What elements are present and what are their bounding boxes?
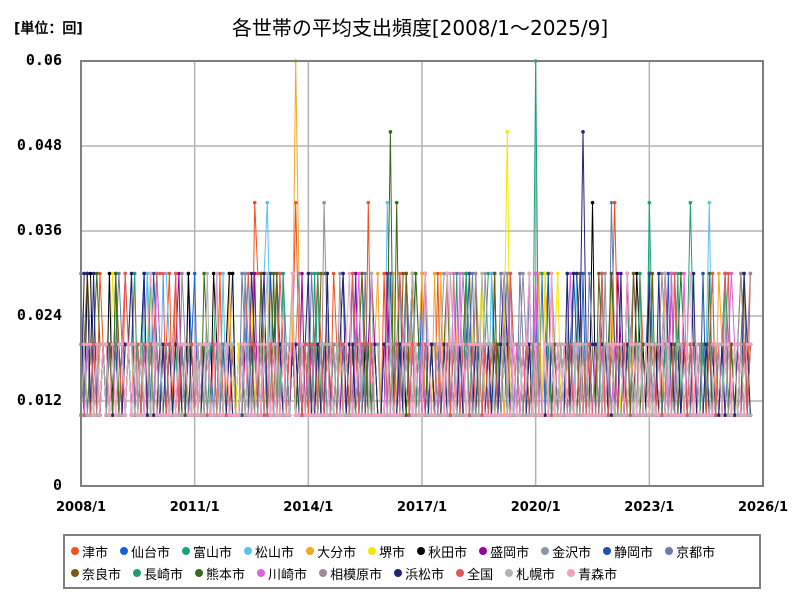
legend-marker-icon <box>456 569 465 577</box>
x-tick-label: 2023/1 <box>624 500 675 515</box>
legend-label: 熊本市 <box>206 567 246 583</box>
legend-label: 浜松市 <box>405 567 445 583</box>
legend-item: 大分市 <box>306 542 356 561</box>
legend-item: 金沢市 <box>541 542 591 561</box>
legend-label: 全国 <box>467 567 494 583</box>
legend-marker-icon <box>479 547 488 555</box>
legend-label: 秋田市 <box>428 545 468 561</box>
y-tick-label: 0.06 <box>25 51 62 69</box>
legend-marker-icon <box>417 547 426 555</box>
legend-label: 津市 <box>82 545 109 561</box>
legend-label: 盛岡市 <box>490 545 530 561</box>
legend-marker-icon <box>182 547 191 555</box>
legend-item: 熊本市 <box>195 564 245 583</box>
y-tick-label: 0.024 <box>16 306 62 324</box>
legend-marker-icon <box>394 569 403 577</box>
unit-label: [単位：回] <box>14 21 83 37</box>
legend-item: 津市 <box>71 542 108 561</box>
legend-item: 札幌市 <box>505 564 555 583</box>
legend-item: 川崎市 <box>257 564 307 583</box>
legend-item: 松山市 <box>244 542 294 561</box>
legend-marker-icon <box>257 569 266 577</box>
x-tick-label: 2020/1 <box>510 500 561 515</box>
legend-label: 川崎市 <box>268 567 308 583</box>
legend-label: 札幌市 <box>516 567 556 583</box>
legend-label: 静岡市 <box>614 545 654 561</box>
legend-row: 津市 仙台市 富山市 松山市 大分市 堺市 秋田市 盛岡市 金沢市 静岡市 京都市 <box>71 540 759 562</box>
chart-title: 各世帯の平均支出頻度[2008/1～2025/9] <box>231 16 609 40</box>
legend-item: 京都市 <box>665 542 715 561</box>
legend-label: 奈良市 <box>82 567 122 583</box>
legend-item: 静岡市 <box>603 542 653 561</box>
y-tick-label: 0.048 <box>16 136 62 154</box>
legend-row: 奈良市 長崎市 熊本市 川崎市 相模原市 浜松市 全国 札幌市 青森市 <box>71 562 759 584</box>
x-tick-label: 2008/1 <box>56 500 106 515</box>
legend-item: 青森市 <box>567 564 617 583</box>
legend-marker-icon <box>319 569 328 577</box>
y-tick-label: 0 <box>52 476 62 494</box>
y-tick-label: 0.012 <box>16 391 62 409</box>
x-tick-label: 2014/1 <box>283 500 334 515</box>
legend-item: 仙台市 <box>120 542 170 561</box>
legend-item: 堺市 <box>368 542 405 561</box>
legend-marker-icon <box>541 547 550 555</box>
legend-marker-icon <box>244 547 253 555</box>
legend-item: 盛岡市 <box>479 542 529 561</box>
legend-marker-icon <box>368 547 377 555</box>
legend-marker-icon <box>133 569 142 577</box>
legend-label: 青森市 <box>578 567 618 583</box>
legend-marker-icon <box>603 547 612 555</box>
legend-item: 全国 <box>456 564 493 583</box>
legend-marker-icon <box>306 547 315 555</box>
legend-label: 仙台市 <box>131 545 171 561</box>
legend-marker-icon <box>567 569 576 577</box>
legend-marker-icon <box>71 569 79 577</box>
legend-item: 浜松市 <box>394 564 444 583</box>
legend-marker-icon <box>120 547 129 555</box>
legend-item: 長崎市 <box>133 564 183 583</box>
legend-label: 松山市 <box>255 545 295 561</box>
legend-item: 奈良市 <box>71 564 121 583</box>
legend-label: 京都市 <box>676 545 716 561</box>
legend-item: 秋田市 <box>417 542 467 561</box>
legend-marker-icon <box>195 569 204 577</box>
legend-marker-icon <box>71 547 79 555</box>
plot-frame <box>80 60 764 487</box>
legend: 津市 仙台市 富山市 松山市 大分市 堺市 秋田市 盛岡市 金沢市 静岡市 京都市 奈良市 長崎市 熊本… <box>63 534 761 589</box>
x-tick-label: 2011/1 <box>169 500 220 515</box>
legend-marker-icon <box>665 547 674 555</box>
legend-item: 富山市 <box>182 542 232 561</box>
legend-label: 堺市 <box>379 545 406 561</box>
legend-marker-icon <box>505 569 514 577</box>
legend-label: 富山市 <box>193 545 233 561</box>
data-series <box>79 59 753 417</box>
legend-item: 相模原市 <box>319 564 382 583</box>
legend-label: 相模原市 <box>330 567 383 583</box>
legend-label: 大分市 <box>317 545 357 561</box>
x-tick-label: 2026/1 <box>738 500 788 515</box>
legend-label: 長崎市 <box>144 567 184 583</box>
x-tick-label: 2017/1 <box>397 500 447 515</box>
y-tick-label: 0.036 <box>16 221 62 239</box>
legend-label: 金沢市 <box>552 545 592 561</box>
